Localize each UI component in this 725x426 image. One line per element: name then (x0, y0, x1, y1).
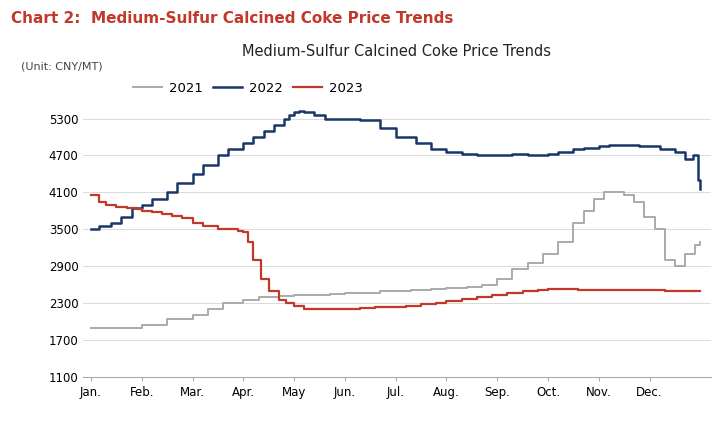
2023 (417, 302, 426, 307)
2023 (315, 307, 324, 312)
2021 (696, 239, 705, 244)
2023 (300, 306, 309, 311)
2021 (163, 316, 172, 321)
2021 (188, 313, 197, 318)
2022 (214, 153, 223, 158)
2023 (696, 289, 705, 294)
Line: 2023: 2023 (91, 196, 700, 309)
2021 (493, 276, 502, 281)
2021 (589, 196, 598, 201)
2022 (270, 122, 278, 127)
Text: (Unit: CNY/MT): (Unit: CNY/MT) (20, 61, 102, 71)
2021 (681, 251, 689, 256)
2022 (693, 178, 702, 183)
2021 (326, 291, 334, 296)
2021 (427, 286, 436, 291)
2021 (478, 282, 486, 287)
2021 (254, 294, 263, 299)
2022 (508, 152, 517, 157)
Line: 2021: 2021 (91, 193, 700, 328)
2022 (87, 227, 96, 232)
2021 (620, 193, 629, 198)
2021 (508, 267, 517, 272)
2022 (554, 149, 563, 154)
2021 (112, 325, 121, 330)
2021 (219, 301, 228, 306)
Legend: 2021, 2022, 2023: 2021, 2022, 2023 (128, 76, 368, 100)
2022 (295, 109, 304, 114)
2021 (640, 214, 649, 219)
2021 (600, 190, 608, 195)
2023 (660, 288, 669, 294)
Line: 2022: 2022 (91, 111, 700, 229)
2021 (671, 264, 679, 269)
2023 (442, 299, 451, 304)
2021 (539, 251, 547, 256)
2021 (650, 227, 659, 232)
2021 (660, 258, 669, 263)
2021 (392, 288, 400, 294)
2021 (442, 286, 451, 291)
2023 (249, 258, 258, 263)
2022 (696, 187, 705, 192)
2021 (579, 208, 588, 213)
2021 (610, 190, 618, 195)
2022 (260, 128, 268, 133)
2021 (407, 288, 415, 293)
2023 (87, 193, 96, 198)
Text: Chart 2:  Medium-Sulfur Calcined Coke Price Trends: Chart 2: Medium-Sulfur Calcined Coke Pri… (11, 11, 453, 26)
2021 (463, 285, 471, 290)
2021 (523, 261, 532, 266)
2021 (630, 199, 639, 204)
2021 (275, 293, 283, 298)
2021 (87, 325, 96, 330)
2021 (554, 239, 563, 244)
2021 (138, 322, 146, 327)
2021 (341, 291, 349, 296)
2021 (290, 293, 299, 298)
2021 (305, 292, 314, 297)
2023 (123, 205, 131, 210)
2021 (361, 290, 370, 295)
2021 (569, 221, 578, 226)
Title: Medium-Sulfur Calcined Coke Price Trends: Medium-Sulfur Calcined Coke Price Trends (242, 44, 552, 59)
2021 (691, 242, 700, 247)
2021 (204, 307, 212, 312)
2021 (239, 297, 248, 302)
2021 (376, 289, 385, 294)
